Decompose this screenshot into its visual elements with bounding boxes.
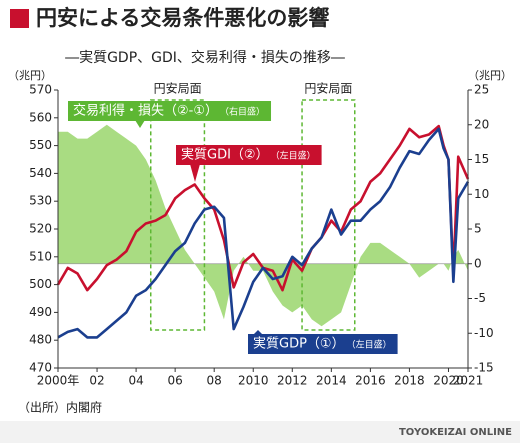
- x-tick-label: 08: [207, 374, 222, 388]
- y-tick-label: 570: [29, 83, 52, 97]
- x-tick-label: 04: [128, 374, 143, 388]
- brand: TOYOKEIZAI ONLINE: [399, 427, 512, 438]
- x-tick-label: 2021: [453, 374, 484, 388]
- title-marker: [10, 9, 29, 28]
- x-tick-label: 2014: [316, 374, 347, 388]
- y2-tick-label: -5: [474, 291, 486, 305]
- y2-tick-label: 5: [474, 222, 482, 236]
- period-label-bg: [305, 78, 352, 98]
- y-tick-label: 550: [29, 138, 52, 152]
- period-box: [149, 99, 206, 331]
- x-tick-label: 2010: [238, 374, 269, 388]
- y2-tick-label: 10: [474, 187, 489, 201]
- y2-tick-label: -15: [474, 361, 494, 375]
- y-tick-label: 480: [29, 333, 52, 347]
- series-label-bg: [248, 334, 398, 354]
- x-tick-label: 02: [89, 374, 104, 388]
- y2-tick-label: 15: [474, 152, 489, 166]
- x-tick-label: 06: [168, 374, 183, 388]
- series-label-name: 実質GDP（①）: [253, 336, 345, 352]
- y-tick-label: 560: [29, 110, 52, 124]
- series-label-name: 実質GDI（②）: [181, 147, 269, 163]
- chart-title: 円安による交易条件悪化の影響: [36, 6, 329, 30]
- label-pointer: [135, 120, 145, 128]
- series-label-bg: [68, 101, 272, 121]
- x-tick-label: 2020: [433, 374, 464, 388]
- y2-tick-label: 25: [474, 83, 489, 97]
- y-tick-label: 490: [29, 305, 52, 319]
- period-label: 円安局面: [304, 81, 352, 96]
- series-label-note: （右目盛）: [220, 106, 265, 118]
- y2-tick-label: 20: [474, 117, 489, 131]
- x-tick-label: 2000年: [37, 374, 80, 388]
- line: [56, 124, 470, 292]
- series-label-bg: [176, 145, 322, 165]
- y2-tick-label: -10: [474, 326, 494, 340]
- series-label-name: 交易利得・損失（②-①）: [73, 103, 218, 119]
- y2-tick-label: 0: [474, 256, 482, 270]
- y-tick-label: 530: [29, 194, 52, 208]
- chart-subtitle: ―実質GDP、GDI、交易利得・損失の推移―: [65, 49, 345, 66]
- source-note: （出所）内閣府: [18, 400, 102, 415]
- y-tick-label: 510: [29, 249, 52, 263]
- x-tick-label: 2012: [277, 374, 308, 388]
- x-tick-label: 2018: [394, 374, 425, 388]
- y-tick-label: 540: [29, 166, 52, 180]
- x-tick-label: 2016: [355, 374, 386, 388]
- y-tick-label: 470: [29, 361, 52, 375]
- series-label-note: （左目盛）: [271, 150, 316, 162]
- period-label: 円安局面: [154, 81, 202, 96]
- y-axis-unit: （兆円）: [8, 69, 52, 82]
- series-label-note: （左目盛）: [347, 339, 392, 351]
- label-pointer: [253, 330, 263, 335]
- series-label: 交易利得・損失（②-①） （右目盛）: [68, 101, 272, 128]
- period-label-bg: [153, 78, 202, 98]
- line: [57, 127, 470, 339]
- plot-area: 円安局面 円安局面: [56, 78, 470, 339]
- period-box: [301, 99, 356, 331]
- label-pointer: [190, 164, 200, 182]
- y-tick-label: 500: [29, 277, 52, 291]
- y2-axis-unit: （兆円）: [468, 69, 512, 82]
- y-tick-label: 520: [29, 222, 52, 236]
- series-label: 実質GDI（②） （左目盛）: [176, 145, 322, 182]
- area: [58, 124, 468, 327]
- footer-band: [0, 421, 520, 443]
- series-label: 実質GDP（①） （左目盛）: [248, 330, 398, 354]
